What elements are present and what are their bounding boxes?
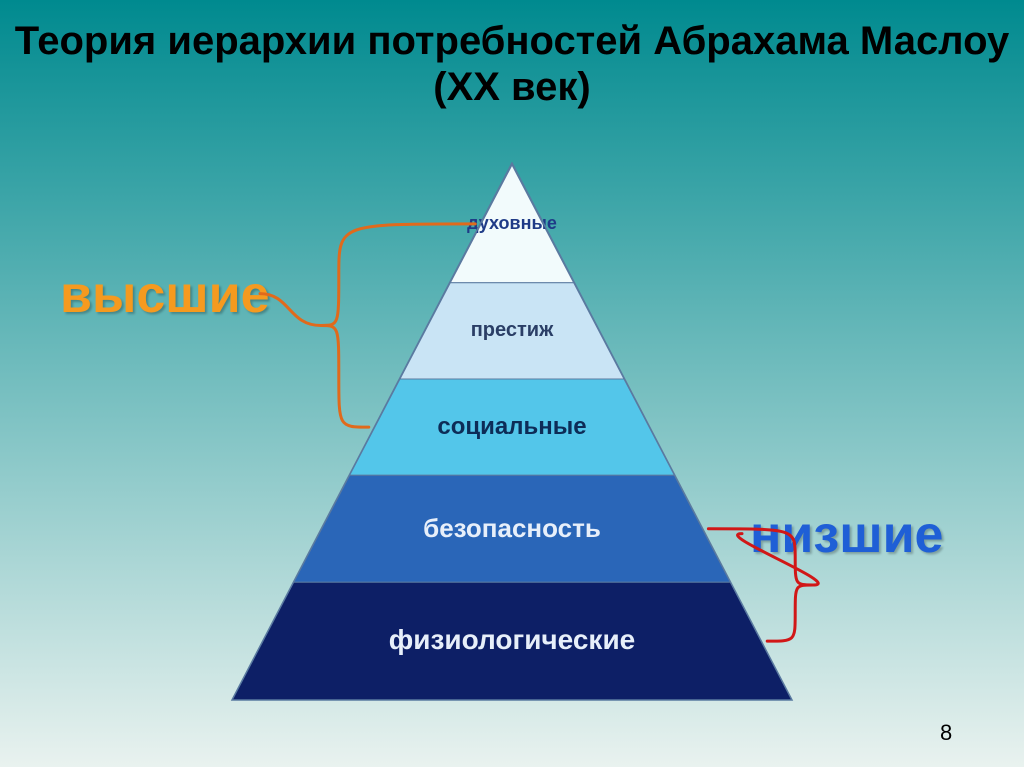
slide-title: Теория иерархии потребностей Абрахама Ма… [0,18,1024,110]
page-number: 8 [940,720,952,746]
pyramid-level-4 [232,165,792,700]
pyramid-body: духовныепрестижсоциальныебезопасностьфиз… [232,165,792,700]
label-lower: низшие [750,505,943,565]
pyramid-level-label-4: физиологические [389,624,635,656]
label-higher: высшие [60,265,270,325]
pyramid: духовныепрестижсоциальныебезопасностьфиз… [232,165,792,700]
